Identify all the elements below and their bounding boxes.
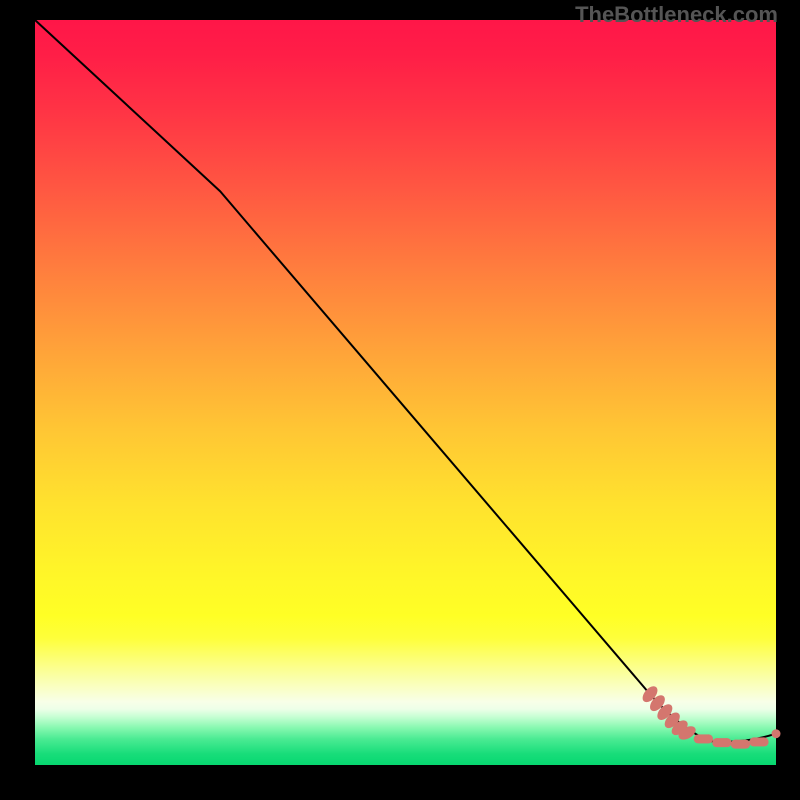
curve-marker-dash xyxy=(754,737,764,746)
chart-container: TheBottleneck.com xyxy=(0,0,800,800)
watermark-label: TheBottleneck.com xyxy=(575,2,778,28)
curve-marker-end xyxy=(772,729,781,738)
curve-marker-dash xyxy=(698,734,708,743)
plot-background xyxy=(35,20,776,765)
bottleneck-chart xyxy=(0,0,800,800)
curve-marker-dash xyxy=(717,738,727,747)
curve-marker-dash xyxy=(735,740,745,749)
